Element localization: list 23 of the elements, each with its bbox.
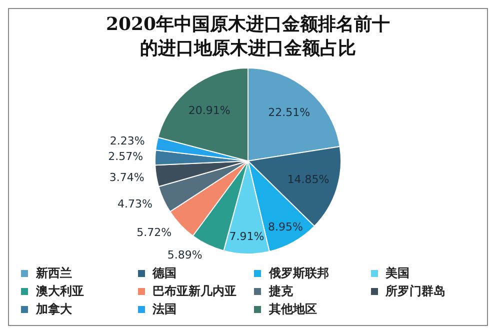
legend-label: 法国 [152,300,176,318]
legend-label: 美国 [386,264,410,282]
legend-label: 德国 [152,264,176,282]
legend-label: 加拿大 [36,300,72,318]
data-label: 5.89% [167,248,202,262]
data-label: 2.23% [110,134,145,148]
data-label: 4.73% [118,197,152,210]
legend-label: 所罗门群岛 [386,282,446,300]
data-label: 3.74% [109,170,144,184]
data-label: 22.51% [268,106,310,119]
legend-label: 其他地区 [269,300,317,318]
legend-label: 新西兰 [36,264,72,282]
legend-label: 澳大利亚 [36,282,84,300]
data-label: 2.57% [108,150,144,164]
data-label: 20.91% [188,104,230,117]
legend-label: 巴布亚新几内亚 [152,282,236,300]
legend-label: 捷克 [269,282,293,300]
data-label: 14.85% [287,173,330,186]
legend-label: 俄罗斯联邦 [269,264,329,282]
chart-title: 2020年中国原木进口金额排名前十的进口地原木进口金额占比 [104,13,392,61]
data-label: 8.95% [268,220,303,234]
data-label: 7.91% [229,230,264,244]
data-label: 5.72% [136,226,172,239]
